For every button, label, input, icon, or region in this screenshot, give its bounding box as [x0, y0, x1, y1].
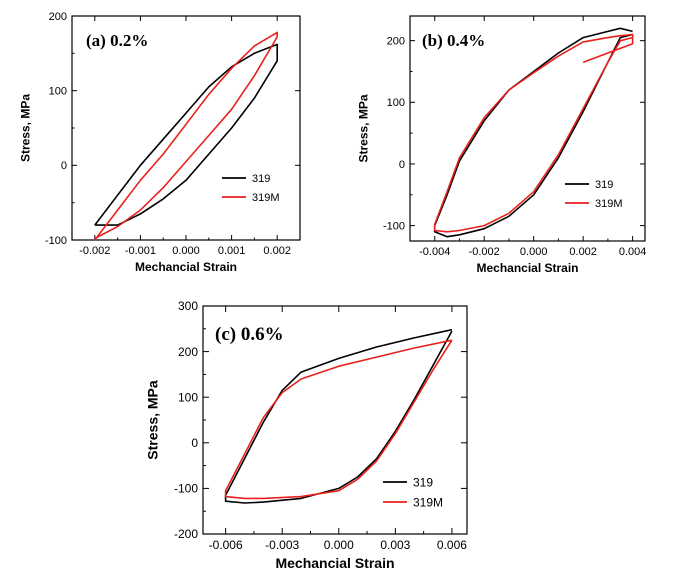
x-tick-label: -0.003: [265, 538, 299, 552]
x-tick-label: 0.000: [172, 245, 200, 257]
y-tick-label: 0: [399, 159, 405, 171]
y-tick-label: 200: [178, 345, 198, 359]
x-tick-label: 0.002: [263, 245, 291, 257]
series-line-319: [224, 328, 453, 504]
x-tick-label: -0.001: [125, 245, 156, 257]
chart-panel-3: -0.006 -0.003 0.000 0.003 0.006 -200 -100 0 100 2…: [144, 299, 468, 571]
x-tick-label: -0.004: [419, 246, 450, 258]
series-line-319m: [224, 339, 453, 500]
plot-frame: [409, 15, 646, 242]
x-axis-title: Mechancial Strain: [135, 260, 237, 274]
y-tick-label: -100: [383, 220, 405, 232]
y-tick-label: 300: [178, 299, 198, 313]
panel-label: (b) 0.4%: [422, 31, 485, 50]
y-tick-label: 0: [191, 436, 198, 450]
series-line-319: [94, 43, 279, 226]
y-tick-label: 100: [387, 97, 405, 109]
y-tick-label: -200: [174, 527, 198, 541]
legend-label-319m: 319M: [413, 496, 443, 510]
x-tick-label: -0.002: [79, 245, 110, 257]
panel-label: (a) 0.2%: [86, 31, 148, 50]
x-tick-label: -0.006: [209, 538, 243, 552]
y-tick-label: -100: [45, 235, 67, 247]
y-tick-label: 100: [178, 390, 198, 404]
y-axis-title: Stress, MPa: [19, 94, 33, 162]
y-tick-label: 0: [61, 160, 67, 172]
legend-label-319: 319: [413, 476, 433, 490]
y-tick-label: 100: [49, 86, 67, 98]
y-axis-title: Stress, MPa: [357, 94, 371, 162]
x-tick-label: 0.004: [619, 246, 647, 258]
legend-label-319: 319: [595, 179, 613, 191]
x-tick-label: 0.001: [218, 245, 246, 257]
x-axis-title: Mechancial Strain: [275, 555, 394, 571]
x-tick-label: 0.000: [520, 246, 548, 258]
legend-label-319m: 319M: [252, 192, 280, 204]
series-line-319m: [433, 33, 634, 233]
x-tick-label: 0.003: [380, 538, 410, 552]
x-tick-label: 0.000: [324, 538, 354, 552]
x-tick-label: -0.002: [469, 246, 500, 258]
series-line-319m: [94, 31, 279, 241]
y-axis-title: Stress, MPa: [144, 380, 160, 460]
y-tick-label: 200: [49, 11, 67, 23]
y-tick-label: 200: [387, 36, 405, 48]
legend-label-319m: 319M: [595, 198, 623, 210]
x-tick-label: 0.002: [569, 246, 597, 258]
x-tick-label: 0.006: [437, 538, 467, 552]
panel-label: (c) 0.6%: [215, 324, 284, 345]
chart-panel-2: -0.004 -0.002 0.000 0.002 0.004 -100 0 100 200 Me…: [357, 15, 647, 275]
chart-panel-1: -0.002 -0.001 0.000 0.001 0.002 -100 0 100 200 Me…: [19, 11, 301, 274]
legend-label-319: 319: [252, 173, 270, 185]
y-tick-label: -100: [174, 482, 198, 496]
x-axis-title: Mechancial Strain: [476, 261, 578, 275]
